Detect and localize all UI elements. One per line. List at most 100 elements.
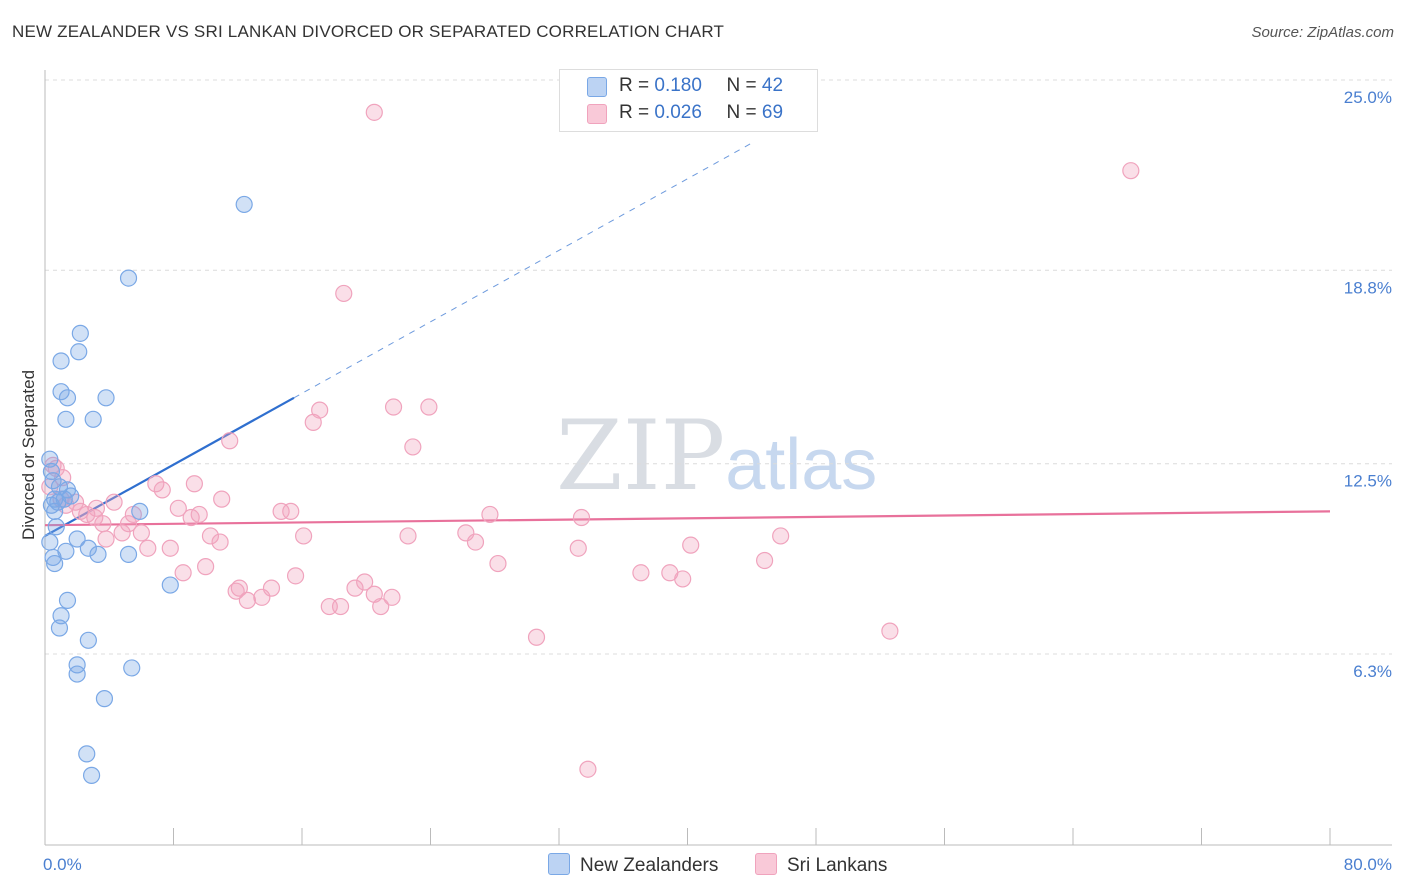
new-zealander-point (68, 665, 86, 683)
chart-title: NEW ZEALANDER VS SRI LANKAN DIVORCED OR … (12, 22, 725, 41)
sri-lankan-point (262, 579, 281, 597)
bottom-legend-sl: Sri Lankans (755, 853, 887, 877)
sri-lankan-point (356, 573, 374, 591)
new-zealander-point (131, 502, 149, 520)
y-tick-label: 6.3% (1353, 662, 1392, 681)
bottom-legend-sl-label: Sri Lankans (787, 855, 888, 876)
trend-lines (44, 142, 1331, 537)
nz-trend-line (44, 396, 295, 537)
legend-row-nz: R = 0.180 N = 42 (619, 75, 783, 97)
new-zealander-point (57, 410, 75, 428)
sri-lankan-point (132, 524, 150, 542)
legend-row-sl: R = 0.026 N = 69 (619, 102, 783, 124)
sri-lankan-point (211, 533, 229, 551)
sri-lankan-point (527, 628, 546, 646)
legend-r-value: 0.180 (654, 75, 702, 96)
sri-lankan-point (94, 515, 112, 533)
new-zealander-point (79, 631, 97, 649)
new-zealander-point (52, 607, 70, 625)
sri-lankan-point (185, 475, 203, 493)
sri-lankan-point (174, 564, 192, 582)
sri-lankan-point (399, 527, 417, 545)
new-zealander-point (44, 472, 62, 490)
x-tick-label: 80.0% (1344, 855, 1392, 874)
source-label: Source: ZipAtlas.com (1251, 24, 1394, 41)
new-zealander-point (62, 487, 80, 505)
y-axis-label: Divorced or Separated (19, 370, 38, 540)
bottom-legend-nz-swatch (548, 853, 570, 875)
sri-lankan-point (881, 622, 899, 640)
legend-swatch-sl (587, 104, 607, 124)
sri-lankan-point (420, 398, 438, 416)
sri-lankan-point (221, 432, 239, 450)
sri-lankan-point (331, 597, 350, 616)
sri-lankan-point (404, 438, 422, 456)
new-zealander-point (71, 324, 89, 342)
new-zealander-point (41, 450, 59, 468)
sri-lankan-point (105, 493, 123, 511)
new-zealander-point (161, 576, 179, 594)
sri-lankan-point (346, 579, 364, 597)
sri-lankan-point (682, 536, 700, 554)
sri-lankan-point (197, 558, 215, 576)
legend-swatch-nz (587, 77, 607, 97)
sri-lankan-point (190, 505, 208, 524)
watermark-atlas: atlas (725, 425, 878, 505)
sri-lankan-point (295, 527, 313, 545)
sri-lankan-point (238, 591, 256, 610)
new-zealander-point (50, 619, 69, 637)
sri-lankan-point (153, 481, 171, 499)
axes (44, 70, 1392, 846)
sri-lankan-point (365, 103, 383, 121)
x-tick-label: 0.0% (43, 855, 82, 874)
new-zealander-point (68, 656, 86, 674)
watermark: ZIPatlas (556, 400, 877, 512)
sri-lankan-point (579, 760, 597, 778)
sri-lankan-point (282, 502, 300, 520)
axis-labels: 6.3% 12.5% 18.8% 25.0% 0.0% 80.0% Divorced or … (19, 88, 1392, 874)
sri-lankan-point (113, 524, 131, 542)
legend-n-label: N = (726, 75, 757, 96)
sri-lankan-point (674, 570, 692, 588)
sri-lankan-point (201, 527, 220, 545)
sri-lankan-point (383, 588, 401, 606)
sri-lankan-point (466, 533, 485, 551)
sri-lankan-point (481, 505, 499, 524)
new-zealander-point (89, 545, 107, 563)
y-tick-label: 18.8% (1344, 278, 1392, 297)
sri-lankan-point (97, 530, 115, 548)
sri-lankan-point (227, 582, 245, 600)
new-zealander-point (68, 530, 86, 548)
sri-lankan-point (147, 475, 165, 493)
new-zealander-point (235, 195, 253, 214)
sri-lankan-point (572, 508, 591, 527)
new-zealander-point (82, 766, 101, 784)
y-tick-label: 12.5% (1344, 472, 1392, 491)
sri-lankan-point (372, 597, 390, 616)
sri-lankan-point (139, 539, 157, 557)
new-zealander-point (119, 545, 138, 563)
sri-lankan-point (755, 551, 774, 570)
new-zealander-point (79, 539, 97, 557)
correlation-legend: R = 0.180 N = 42 R = 0.026 N = 69 (559, 69, 818, 132)
sri-lankan-point (119, 515, 138, 533)
sri-lankan-point (161, 539, 179, 557)
new-zealander-point (84, 410, 102, 428)
nz-trend-extension (293, 142, 752, 399)
legend-r-label: R = (619, 75, 650, 96)
new-zealander-point (46, 554, 64, 573)
data-points (41, 103, 1140, 784)
bottom-legend-nz-label: New Zealanders (580, 855, 719, 876)
sri-lankan-point (213, 490, 231, 508)
sl-trend-line (44, 510, 1331, 527)
new-zealander-point (123, 659, 141, 677)
gridlines (45, 79, 1392, 655)
sri-lankan-point (489, 554, 507, 573)
y-tick-label: 25.0% (1344, 88, 1392, 107)
new-zealander-point (58, 389, 77, 407)
new-zealander-point (58, 591, 77, 610)
legend-n-value: 42 (761, 75, 784, 96)
new-zealander-point (78, 745, 96, 763)
new-zealander-point (52, 383, 70, 401)
